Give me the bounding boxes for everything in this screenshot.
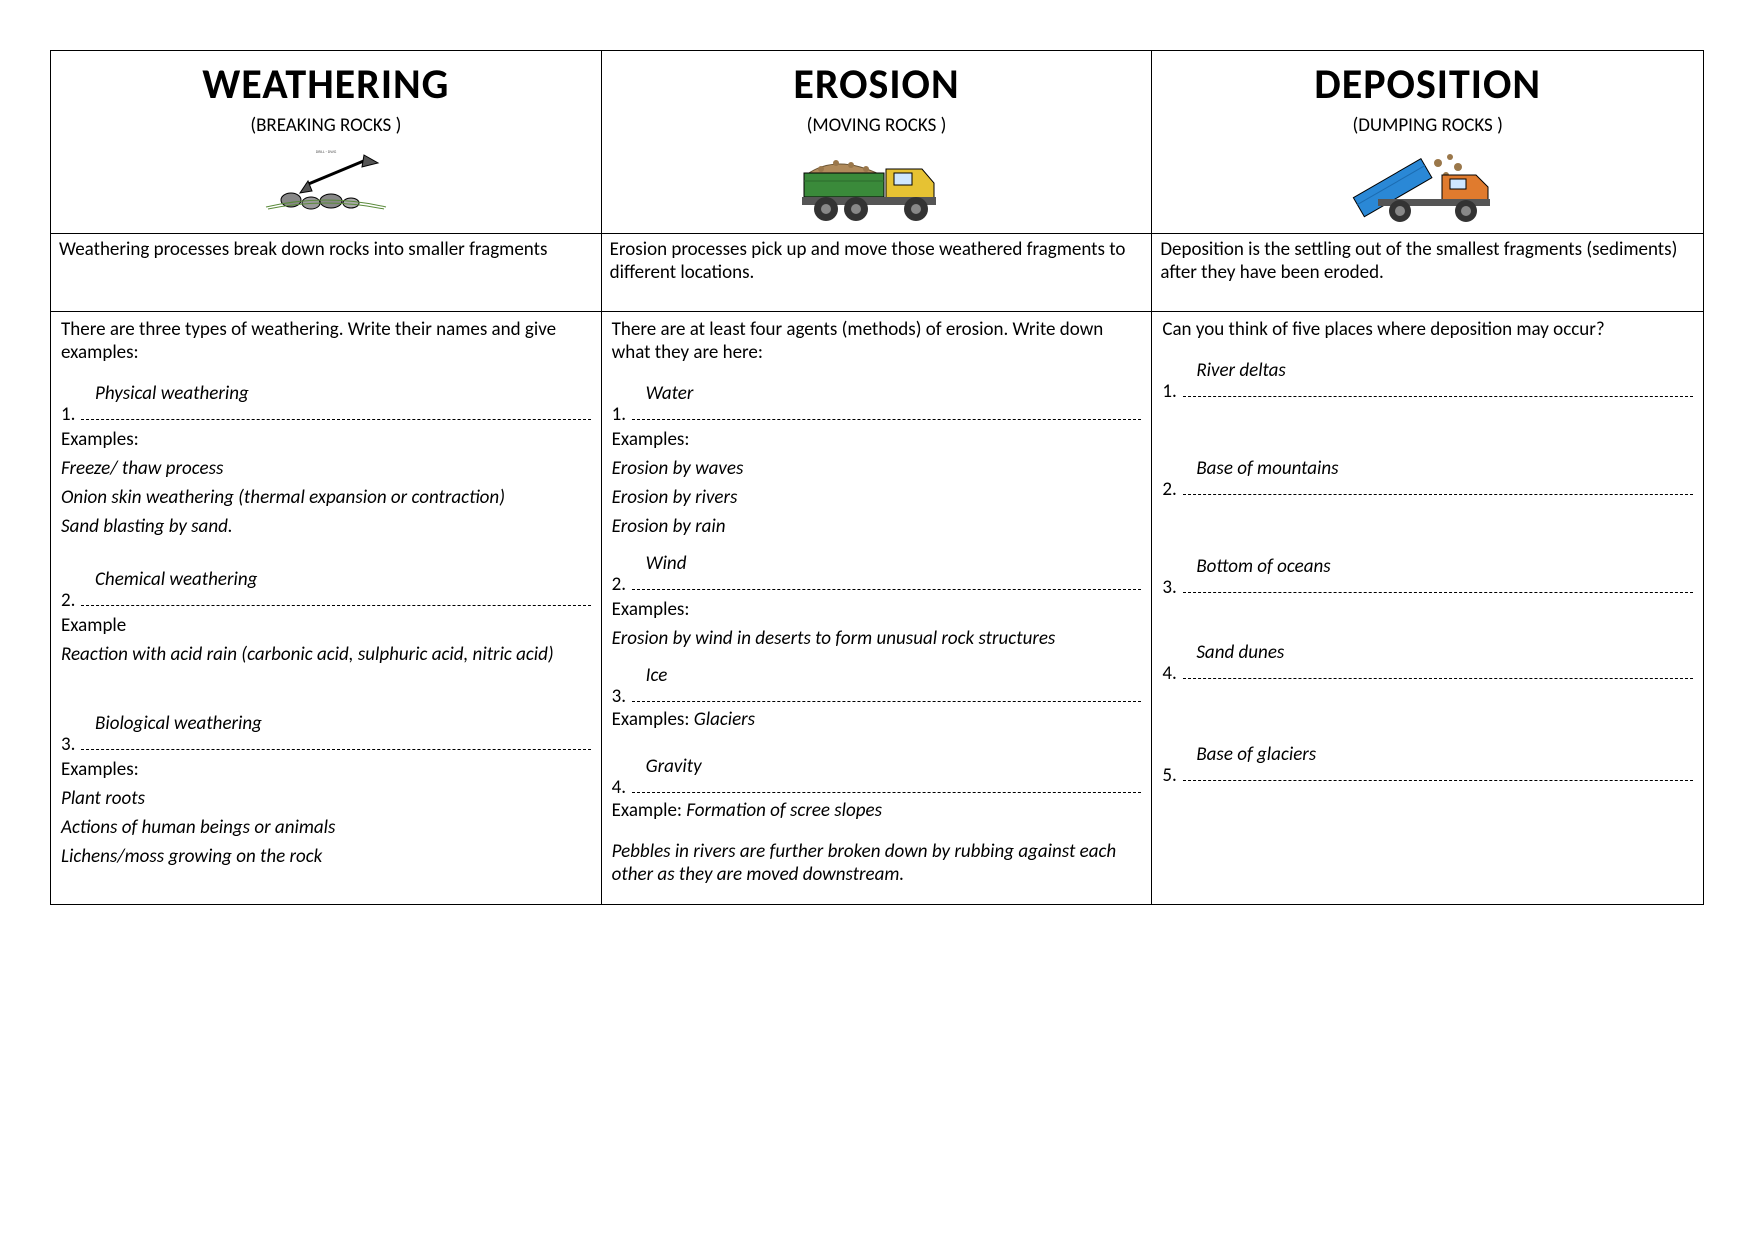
desc-deposition: Deposition is the settling out of the sm… (1152, 234, 1703, 312)
e-answer-2: Wind (646, 552, 1142, 575)
subtitle-weathering: (BREAKING ROCKS ) (59, 114, 593, 137)
title-erosion: EROSION (610, 59, 1144, 110)
deposition-icon (1160, 145, 1695, 225)
intro-erosion: There are at least four agents (methods)… (612, 318, 1142, 364)
subtitle-erosion: (MOVING ROCKS ) (610, 114, 1144, 137)
intro-deposition: Can you think of five places where depos… (1162, 318, 1693, 341)
desc-erosion: Erosion processes pick up and move those… (602, 234, 1153, 312)
w-answer-1: Physical weathering (95, 382, 591, 405)
erosion-footnote: Pebbles in rivers are further broken dow… (612, 840, 1142, 886)
intro-weathering: There are three types of weathering. Wri… (61, 318, 591, 364)
subtitle-deposition: (DUMPING ROCKS ) (1160, 114, 1695, 137)
body-erosion: There are at least four agents (methods)… (602, 312, 1153, 904)
body-weathering: There are three types of weathering. Wri… (51, 312, 602, 904)
d-answer-3: Bottom of oceans (1196, 555, 1693, 578)
d-answer-5: Base of glaciers (1196, 743, 1693, 766)
body-deposition: Can you think of five places where depos… (1152, 312, 1703, 904)
svg-text:DRILL - DWG: DRILL - DWG (316, 150, 337, 155)
d-answer-1: River deltas (1196, 359, 1693, 382)
d-answer-2: Base of mountains (1196, 457, 1693, 480)
header-deposition: DEPOSITION (DUMPING ROCKS ) (1152, 51, 1703, 234)
d-answer-4: Sand dunes (1196, 641, 1693, 664)
header-weathering: WEATHERING (BREAKING ROCKS ) DRILL - DWG (51, 51, 602, 234)
e-answer-1: Water (646, 382, 1142, 405)
desc-weathering: Weathering processes break down rocks in… (51, 234, 602, 312)
w-answer-3: Biological weathering (95, 712, 591, 735)
worksheet-table: WEATHERING (BREAKING ROCKS ) DRILL - DWG… (50, 50, 1704, 905)
e-answer-4: Gravity (646, 755, 1142, 778)
w-answer-2: Chemical weathering (95, 568, 591, 591)
title-weathering: WEATHERING (59, 59, 593, 110)
w-exlabel-1: Examples: (61, 428, 591, 451)
title-deposition: DEPOSITION (1160, 59, 1695, 110)
erosion-icon (610, 145, 1144, 225)
e-answer-3: Ice (646, 664, 1142, 687)
header-erosion: EROSION (MOVING ROCKS ) (602, 51, 1153, 234)
weathering-icon: DRILL - DWG (59, 145, 593, 215)
